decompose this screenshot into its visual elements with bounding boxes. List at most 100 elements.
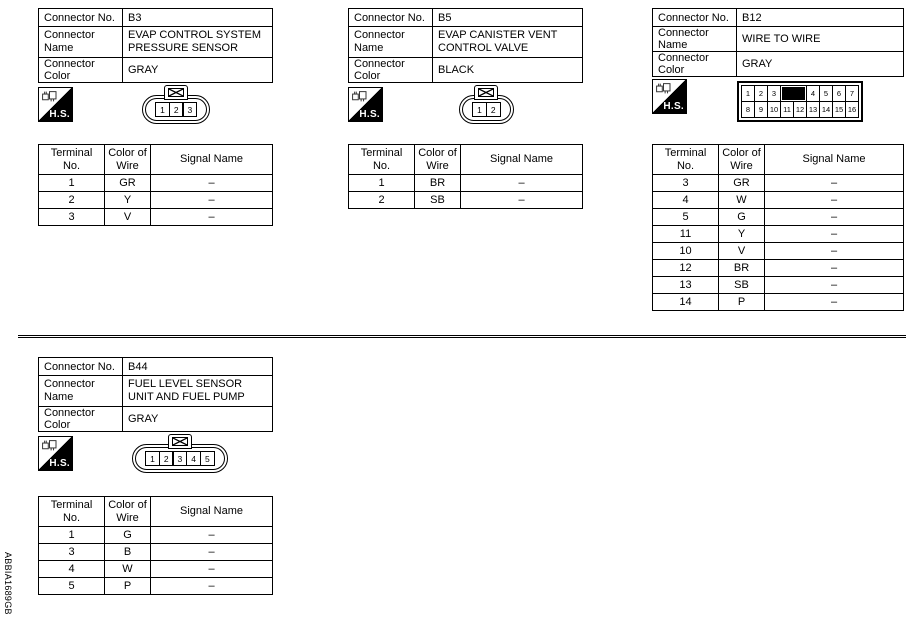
terminal-no-cell: 3 — [38, 208, 105, 226]
wire-color-cell: Y — [718, 225, 765, 243]
pin-cavity: 13 — [806, 101, 820, 118]
terminal-row: 3 V – — [38, 208, 273, 226]
terminal-no-header: Terminal No. — [348, 144, 415, 175]
pin-cavity: 5 — [199, 451, 215, 466]
hs-tool-icon — [656, 83, 671, 94]
connector-color-label: Connector Color — [652, 51, 737, 77]
wire-color-header: Color of Wire — [414, 144, 461, 175]
terminal-row: 11 Y – — [652, 225, 904, 243]
pin-cavity: 3 — [767, 85, 781, 102]
terminal-row: 13 SB – — [652, 276, 904, 294]
pin-cavity: 15 — [832, 101, 846, 118]
wire-color-cell: G — [104, 526, 151, 544]
hs-label: H.S. — [663, 101, 684, 112]
connector-info-table-b12: Connector No. B12 Connector Name WIRE TO… — [652, 8, 904, 77]
connector-tab — [164, 85, 189, 100]
connector-no-label: Connector No. — [652, 8, 737, 27]
terminal-row: 1 G – — [38, 526, 273, 544]
hs-tool-icon — [42, 91, 57, 102]
pin-cavity: 1 — [741, 85, 755, 102]
pin-cavity: 3 — [182, 102, 198, 117]
connector-face-b44: 1 2 3 4 5 — [132, 434, 228, 473]
pin-cavity: 10 — [767, 101, 781, 118]
pin-cavity: 14 — [819, 101, 833, 118]
connector-no-value: B44 — [122, 357, 273, 376]
terminal-row: 5 G – — [652, 208, 904, 226]
signal-name-cell: – — [150, 543, 273, 561]
signal-name-cell: – — [764, 276, 904, 294]
connector-color-label: Connector Color — [38, 57, 123, 84]
wire-color-header: Color of Wire — [104, 496, 151, 527]
signal-name-cell: – — [764, 259, 904, 277]
connector-info-table-b3: Connector No. B3 Connector Name EVAP CON… — [38, 8, 273, 84]
signal-name-cell: – — [764, 191, 904, 209]
pin-cavity: 7 — [845, 85, 859, 102]
connector-face-b12: 1 2 3 4 5 6 7 8 9 10 11 12 13 14 15 16 — [737, 81, 863, 122]
connector-name-value: EVAP CANISTER VENT CONTROL VALVE — [432, 25, 583, 59]
wire-color-cell: V — [104, 208, 151, 226]
hs-tool-icon — [352, 91, 367, 102]
terminal-no-cell: 3 — [652, 174, 719, 192]
terminal-row: 14 P – — [652, 293, 904, 311]
terminal-no-cell: 14 — [652, 293, 719, 311]
pin-cavity: 9 — [754, 101, 768, 118]
wire-color-cell: GR — [718, 174, 765, 192]
terminal-no-cell: 12 — [652, 259, 719, 277]
connector-color-value: GRAY — [736, 51, 904, 77]
pin-cavity: 16 — [845, 101, 859, 118]
pin-cavity: 2 — [485, 102, 501, 117]
terminal-no-cell: 1 — [348, 174, 415, 192]
connector-color-value: BLACK — [432, 57, 583, 84]
wire-color-cell: GR — [104, 174, 151, 192]
connector-name-label: Connector Name — [38, 374, 123, 408]
connector-color-label: Connector Color — [348, 57, 433, 84]
connector-color-label: Connector Color — [38, 406, 123, 433]
signal-name-cell: – — [150, 577, 273, 595]
terminal-row: 12 BR – — [652, 259, 904, 277]
tab-cross-icon — [478, 88, 495, 97]
signal-name-header: Signal Name — [150, 144, 273, 175]
terminal-no-cell: 4 — [652, 191, 719, 209]
wire-color-cell: W — [104, 560, 151, 578]
signal-name-cell: – — [460, 191, 583, 209]
terminal-no-cell: 2 — [348, 191, 415, 209]
hs-badge: H.S. — [38, 87, 73, 122]
signal-name-cell: – — [764, 208, 904, 226]
hs-badge: H.S. — [38, 436, 73, 471]
terminal-no-cell: 1 — [38, 526, 105, 544]
connector-face-b5: 1 2 — [459, 85, 514, 124]
connector-name-value: EVAP CONTROL SYSTEM PRESSURE SENSOR — [122, 25, 273, 59]
hs-label: H.S. — [49, 109, 70, 120]
pin-cavity: 11 — [780, 101, 794, 118]
wire-color-cell: SB — [718, 276, 765, 294]
signal-name-cell: – — [150, 208, 273, 226]
signal-name-header: Signal Name — [150, 496, 273, 527]
signal-name-cell: – — [764, 174, 904, 192]
wire-color-cell: P — [104, 577, 151, 595]
terminal-no-cell: 3 — [38, 543, 105, 561]
hs-badge: H.S. — [348, 87, 383, 122]
connector-color-value: GRAY — [122, 406, 273, 433]
terminal-row: 4 W – — [652, 191, 904, 209]
connector-info-table-b44: Connector No. B44 Connector Name FUEL LE… — [38, 357, 273, 433]
connector-name-value: FUEL LEVEL SENSOR UNIT AND FUEL PUMP — [122, 374, 273, 408]
terminal-table-b44: Terminal No. Color of Wire Signal Name 1… — [38, 496, 273, 595]
wire-color-cell: Y — [104, 191, 151, 209]
connector-no-value: B5 — [432, 8, 583, 27]
terminal-no-cell: 5 — [652, 208, 719, 226]
hs-badge: H.S. — [652, 79, 687, 114]
connector-name-label: Connector Name — [652, 26, 737, 52]
figure-code: ABBIA1689GB — [3, 552, 13, 615]
terminal-row: 10 V – — [652, 242, 904, 260]
signal-name-header: Signal Name — [460, 144, 583, 175]
connector-color-value: GRAY — [122, 57, 273, 84]
connector-face-b3: 1 2 3 — [142, 85, 211, 124]
wire-color-header: Color of Wire — [718, 144, 765, 175]
wire-color-cell: V — [718, 242, 765, 260]
hs-label: H.S. — [49, 458, 70, 469]
connector-no-value: B3 — [122, 8, 273, 27]
connector-info-table-b5: Connector No. B5 Connector Name EVAP CAN… — [348, 8, 583, 84]
terminal-no-cell: 1 — [38, 174, 105, 192]
signal-name-cell: – — [150, 526, 273, 544]
terminal-no-header: Terminal No. — [652, 144, 719, 175]
